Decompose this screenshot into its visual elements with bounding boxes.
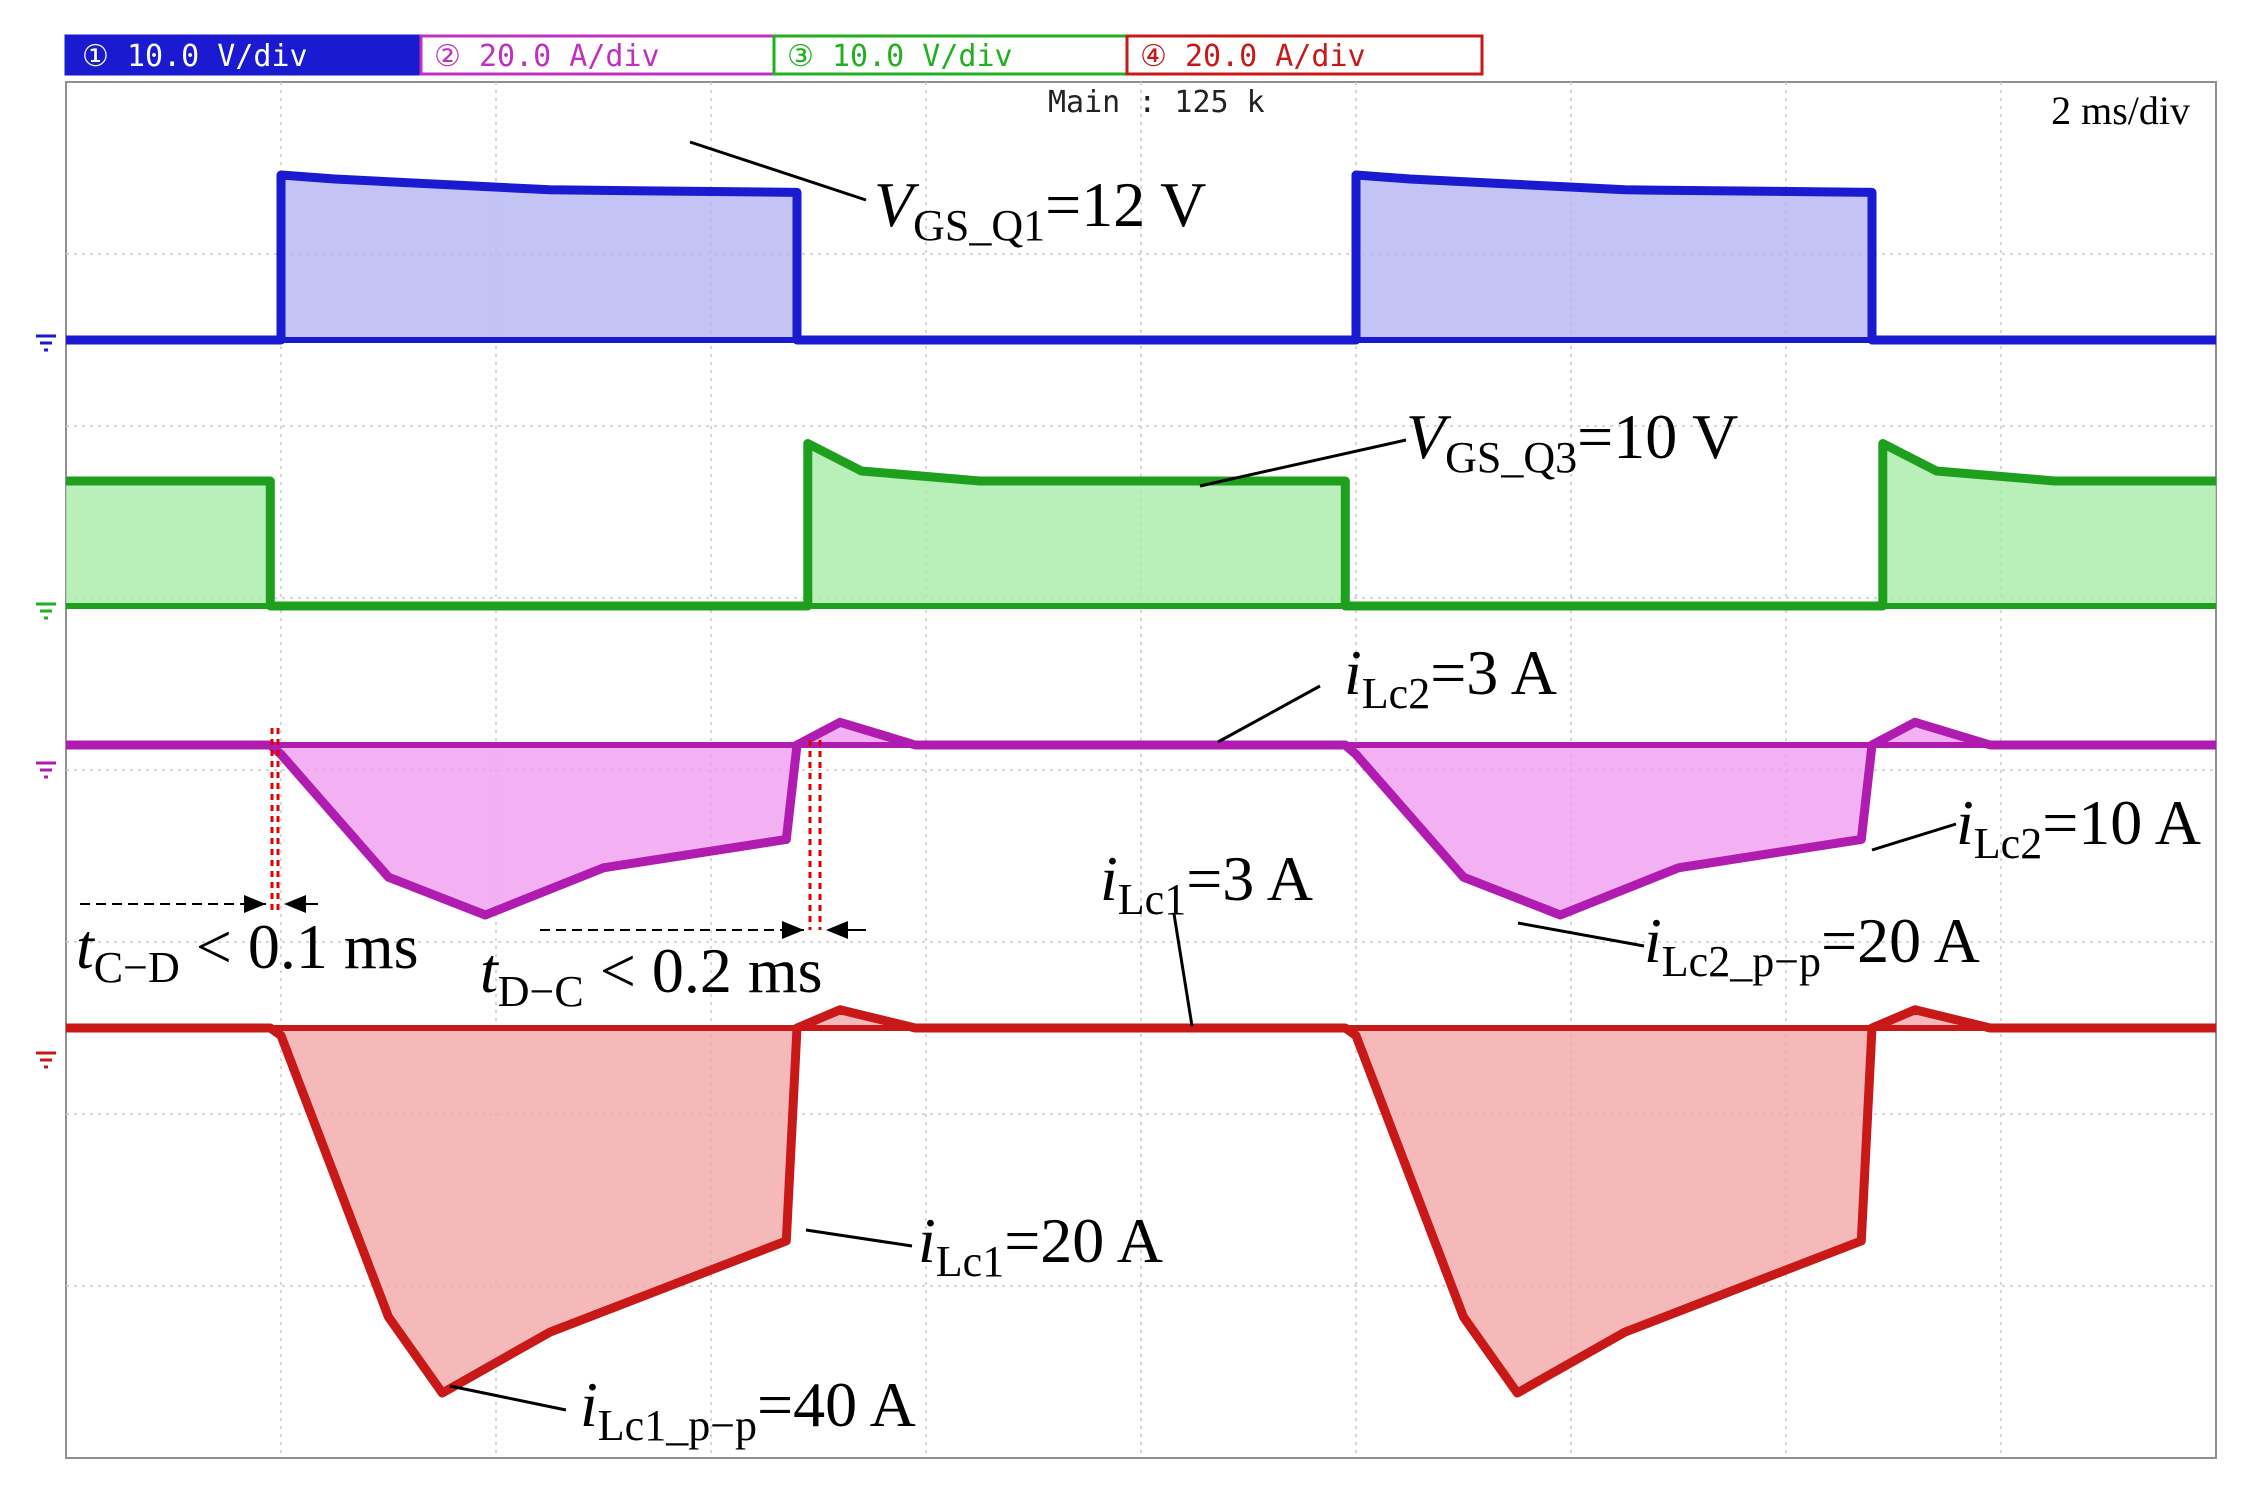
channel-4-box bbox=[1125, 34, 1484, 76]
ground-marker-ch3 bbox=[36, 602, 56, 620]
channel-3-label: ③ 10.0 V/div bbox=[787, 39, 1013, 74]
leader-ilc2-right bbox=[1871, 822, 1957, 852]
ground-marker-ch2 bbox=[36, 761, 56, 779]
label-vgs-q1: VGS_Q1=12 V bbox=[874, 169, 1206, 250]
ground-marker-ch1 bbox=[36, 334, 56, 352]
traces bbox=[66, 170, 2216, 1398]
timebase-label: 2 ms/div bbox=[2051, 88, 2190, 133]
label-ilc1-mid: iLc1=20 A bbox=[918, 1205, 1163, 1286]
timing-markers bbox=[80, 728, 866, 939]
main-label: Main : 125 k bbox=[1048, 85, 1265, 120]
trace-envelope-i-lc1 bbox=[66, 1009, 2216, 1393]
trace-line-v-gs-q1 bbox=[66, 170, 2216, 345]
channel-1-label: ① 10.0 V/div bbox=[82, 39, 308, 74]
channel-4-label: ④ 20.0 A/div bbox=[1140, 39, 1366, 74]
t-cd-arrow-right bbox=[284, 895, 306, 913]
leader-ilc1-pp bbox=[449, 1384, 567, 1412]
annotations: VGS_Q1=12 V VGS_Q3=10 V iLc2=3 A iLc2=10… bbox=[76, 169, 2201, 1450]
leader-vgs-q3 bbox=[1199, 438, 1407, 488]
leader-ilc2-top bbox=[1217, 684, 1321, 744]
label-ilc2-right: iLc2=10 A bbox=[1956, 787, 2201, 868]
leader-ilc1-mid bbox=[805, 1228, 913, 1248]
label-ilc2-pp: iLc2_p−p=20 A bbox=[1644, 905, 1980, 986]
leader-ilc2-pp bbox=[1517, 921, 1645, 948]
ground-marker-ch4 bbox=[36, 1051, 56, 1069]
channel-header: ① 10.0 V/div ② 20.0 A/div ③ 10.0 V/div ④… bbox=[64, 34, 1484, 76]
trace-line-i-lc1 bbox=[66, 1005, 2216, 1398]
leader-ilc1-top bbox=[1172, 913, 1194, 1027]
channel-3-box bbox=[772, 34, 1129, 76]
label-ilc1-top: iLc1=3 A bbox=[1100, 843, 1313, 924]
channel-1-box bbox=[64, 34, 423, 76]
channel-2-box bbox=[419, 34, 776, 76]
trace-line-v-gs-q3 bbox=[66, 439, 2216, 611]
t-cd-arrow-left bbox=[244, 895, 266, 913]
label-t-cd: tC−D < 0.1 ms bbox=[76, 911, 419, 992]
t-dc-arrow-right bbox=[826, 921, 848, 939]
trace-line-i-lc2 bbox=[66, 717, 2216, 920]
leader-lines bbox=[449, 140, 1957, 1412]
channel-2-label: ② 20.0 A/div bbox=[434, 39, 660, 74]
label-ilc2-top: iLc2=3 A bbox=[1344, 637, 1557, 718]
label-ilc1-pp: iLc1_p−p=40 A bbox=[580, 1369, 916, 1450]
trace-envelope-v-gs-q3 bbox=[66, 443, 2216, 606]
trace-envelope-v-gs-q1 bbox=[66, 175, 2216, 340]
label-t-dc: tD−C < 0.2 ms bbox=[480, 935, 823, 1016]
ground-markers bbox=[36, 334, 56, 1069]
t-dc-arrow-left bbox=[782, 921, 804, 939]
leader-vgs-q1 bbox=[689, 140, 867, 202]
label-vgs-q3: VGS_Q3=10 V bbox=[1406, 401, 1738, 482]
